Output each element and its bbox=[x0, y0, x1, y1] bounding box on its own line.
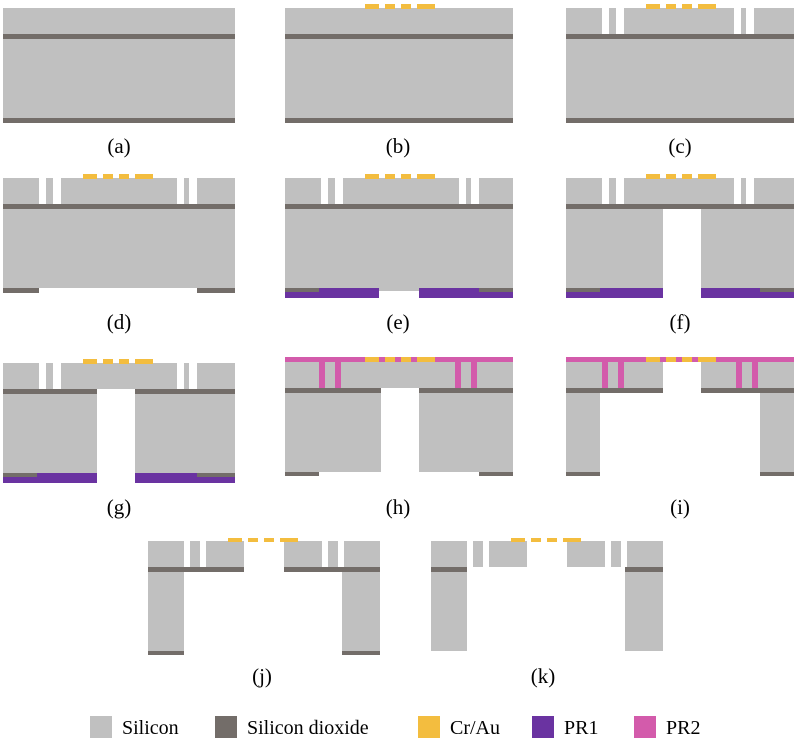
oxide-layer bbox=[566, 204, 794, 209]
crau-electrodes bbox=[83, 174, 153, 179]
bottom-oxide-pads bbox=[566, 472, 794, 476]
panel-label-f: (f) bbox=[670, 310, 691, 334]
panel-f bbox=[566, 174, 794, 299]
panel-label-h: (h) bbox=[386, 495, 411, 519]
panel-a bbox=[3, 8, 235, 123]
oxide-layer bbox=[3, 204, 235, 209]
pr2-top-layer bbox=[566, 357, 794, 362]
trenches bbox=[39, 178, 197, 204]
crau-electrodes bbox=[365, 357, 435, 362]
pr2-top-layer bbox=[285, 357, 513, 362]
panel-label-c: (c) bbox=[668, 134, 691, 158]
handle-pillars bbox=[148, 572, 380, 651]
panel-k bbox=[431, 538, 663, 651]
panel-labels: (a) (b) (c) (d) (e) (f) (g) (h) (i) (j) … bbox=[107, 134, 692, 688]
released-device-layer bbox=[431, 541, 663, 567]
panel-i bbox=[566, 357, 794, 476]
panel-d bbox=[3, 174, 235, 293]
panel-label-j: (j) bbox=[252, 664, 272, 688]
pr2-filled-trenches bbox=[319, 362, 477, 388]
panel-label-a: (a) bbox=[107, 134, 130, 158]
legend-label-pr1: PR1 bbox=[564, 717, 598, 739]
trenches bbox=[602, 8, 754, 34]
crau-electrodes bbox=[511, 538, 581, 542]
bottom-oxide-pads bbox=[566, 288, 794, 292]
panel-label-g: (g) bbox=[107, 495, 132, 519]
bottom-oxide bbox=[566, 118, 794, 123]
crau-electrodes bbox=[228, 538, 298, 542]
panel-label-d: (d) bbox=[107, 310, 132, 334]
bottom-oxide-pads bbox=[3, 473, 235, 477]
device-layer-left bbox=[566, 362, 663, 388]
crau-electrodes bbox=[365, 4, 435, 9]
legend-swatch-pr1 bbox=[532, 716, 554, 738]
bottom-oxide-pads bbox=[285, 472, 513, 476]
crau-electrodes bbox=[646, 4, 716, 9]
oxide-layer bbox=[3, 34, 235, 39]
pr1-layer bbox=[285, 288, 513, 298]
pr1-layer bbox=[3, 473, 235, 483]
panel-e bbox=[285, 174, 513, 298]
silicon-wafer bbox=[3, 8, 235, 118]
bottom-oxide-pads bbox=[285, 288, 513, 292]
silicon-wafer bbox=[566, 8, 794, 118]
oxide-layer bbox=[3, 389, 235, 394]
legend-swatch-crau bbox=[418, 716, 440, 738]
crau-electrodes bbox=[646, 357, 716, 362]
panel-g bbox=[3, 359, 235, 484]
panel-j bbox=[148, 538, 380, 655]
bottom-oxide-pads bbox=[148, 651, 380, 655]
backside-cavity bbox=[381, 388, 419, 474]
oxide-layer bbox=[566, 388, 794, 393]
bottom-oxide-pads bbox=[3, 288, 235, 293]
legend-label-silicon-dioxide: Silicon dioxide bbox=[247, 717, 369, 739]
backside-cavity bbox=[663, 209, 701, 299]
oxide-layer bbox=[148, 567, 380, 572]
oxide-layer bbox=[285, 204, 513, 209]
panel-b bbox=[285, 4, 513, 123]
trenches bbox=[39, 363, 197, 389]
silicon-wafer bbox=[285, 8, 513, 118]
legend: Silicon Silicon dioxide Cr/Au PR1 PR2 bbox=[90, 716, 700, 739]
pr1-layer bbox=[566, 288, 794, 298]
device-layer bbox=[148, 541, 380, 567]
pr2-filled-trenches bbox=[602, 362, 758, 388]
legend-swatch-silicon-dioxide bbox=[215, 716, 237, 738]
legend-label-silicon: Silicon bbox=[122, 717, 179, 739]
bottom-oxide bbox=[285, 118, 513, 123]
oxide-layer bbox=[431, 567, 663, 572]
crau-electrodes bbox=[365, 174, 435, 179]
silicon-wafer bbox=[3, 178, 235, 288]
handle-pillars bbox=[431, 572, 663, 651]
legend-swatch-pr2 bbox=[634, 716, 656, 738]
panel-label-b: (b) bbox=[386, 134, 411, 158]
panel-label-i: (i) bbox=[670, 495, 690, 519]
legend-label-pr2: PR2 bbox=[666, 717, 700, 739]
oxide-layer bbox=[285, 34, 513, 39]
device-layer-right bbox=[701, 362, 794, 388]
trenches bbox=[321, 178, 479, 204]
crau-electrodes bbox=[83, 359, 153, 364]
crau-electrodes bbox=[646, 174, 716, 179]
panel-h bbox=[285, 357, 513, 476]
trenches bbox=[602, 178, 754, 204]
oxide-layer bbox=[566, 34, 794, 39]
legend-label-crau: Cr/Au bbox=[450, 717, 500, 739]
panel-label-e: (e) bbox=[386, 310, 409, 334]
legend-swatch-silicon bbox=[90, 716, 112, 738]
panel-label-k: (k) bbox=[531, 664, 556, 688]
oxide-layer bbox=[285, 388, 513, 393]
panel-c bbox=[566, 4, 794, 123]
bottom-oxide bbox=[3, 118, 235, 123]
handle-pillars bbox=[566, 393, 794, 472]
backside-cavity bbox=[97, 389, 135, 484]
